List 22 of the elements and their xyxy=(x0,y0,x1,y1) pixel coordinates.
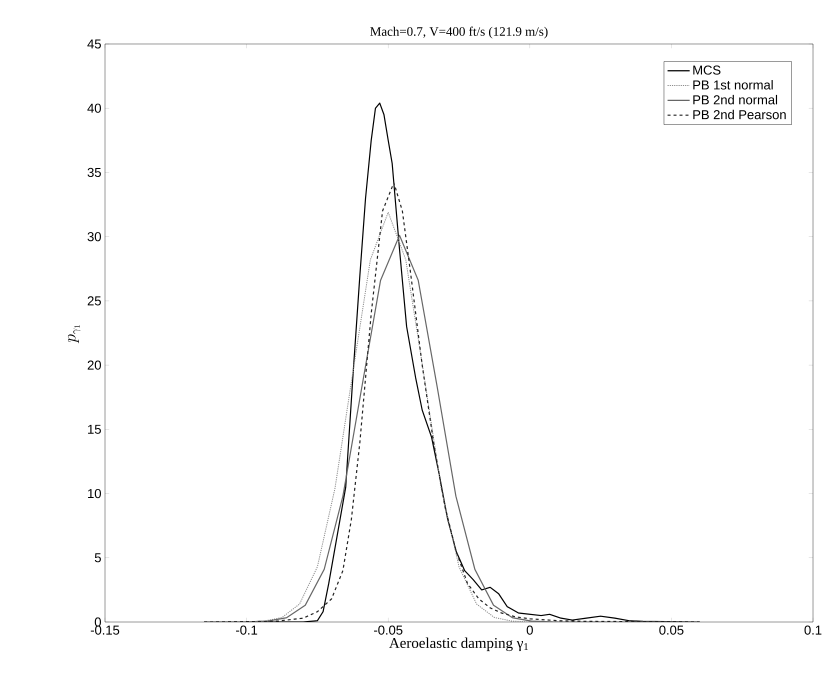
x-tick-label: -0.1 xyxy=(236,626,258,635)
y-tick-label: 15 xyxy=(88,424,101,434)
y-tick-label: 20 xyxy=(88,360,101,370)
x-tick-label: 0.1 xyxy=(804,626,822,635)
y-tick-label: 45 xyxy=(87,39,101,49)
y-tick-label: 35 xyxy=(88,168,101,178)
x-tick-label: 0 xyxy=(526,626,533,635)
x-axis-title: Aeroelastic damping γ$_{1}$ xyxy=(389,638,528,652)
x-tick-label: 0.05 xyxy=(659,626,684,635)
y-tick-label: 25 xyxy=(88,296,101,306)
y-tick-label: 30 xyxy=(88,232,101,242)
legend-label: PB 1st normal xyxy=(693,80,773,90)
legend-label: MCS xyxy=(693,66,720,75)
y-axis-title: $p_{\gamma_1}$ xyxy=(68,324,80,344)
x-tick-label: -0.05 xyxy=(374,626,402,635)
y-tick-label: 10 xyxy=(88,488,101,498)
y-tick-label: 40 xyxy=(87,104,101,113)
x-tick-label: -0.15 xyxy=(90,626,120,635)
legend-label: PB 2nd Pearson xyxy=(693,110,786,120)
y-tick-label: 5 xyxy=(94,553,101,562)
chart-title: Mach=0.7, V=400 ft/s (121.9 m/s) xyxy=(370,26,548,38)
legend-label: PB 2nd normal xyxy=(693,94,778,104)
